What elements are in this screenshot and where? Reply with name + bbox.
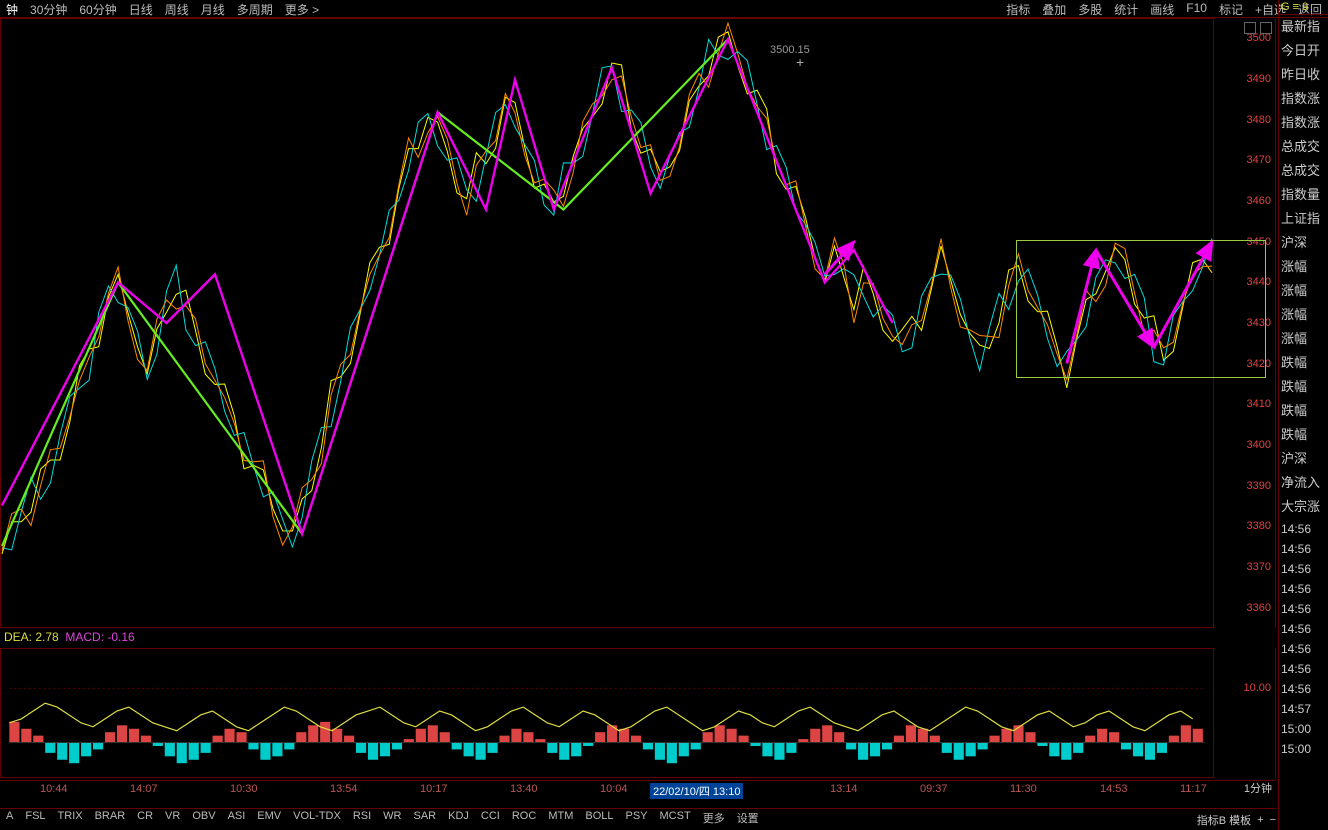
indicator-tab[interactable]: MTM (542, 809, 579, 828)
info-row: 指数量 (1279, 183, 1328, 207)
main-chart[interactable] (0, 18, 1214, 628)
right-panel: G ≡ 9 最新指今日开昨日收指数涨指数涨总成交总成交指数量上证指沪深涨幅涨幅涨… (1278, 0, 1328, 830)
x-tick: 13:54 (330, 783, 358, 795)
toolbar-button[interactable]: 画线 (1144, 0, 1180, 17)
indicator-tab[interactable]: RSI (347, 809, 377, 828)
time-row: 14:57 (1279, 699, 1328, 719)
toolbar-button[interactable]: 标记 (1213, 0, 1249, 17)
corner-timeframe: 1分钟 (1244, 780, 1272, 796)
indicator-tab[interactable]: BOLL (579, 809, 619, 828)
info-row: 净流入 (1279, 471, 1328, 495)
info-row: 最新指 (1279, 15, 1328, 39)
timeframe-tab[interactable]: 周线 (159, 0, 195, 17)
indicator-tab[interactable]: EMV (251, 809, 287, 828)
indicator-tab[interactable]: BRAR (89, 809, 132, 828)
timeframe-tab[interactable]: 30分钟 (24, 0, 73, 17)
time-row: 14:56 (1279, 659, 1328, 679)
timeframe-tab[interactable]: 月线 (195, 0, 231, 17)
x-tick: 11:30 (1010, 783, 1037, 795)
indicator-tab[interactable]: TRIX (52, 809, 89, 828)
macd-chart[interactable] (0, 648, 1214, 778)
time-row: 15:00 (1279, 739, 1328, 759)
info-row: 昨日收 (1279, 63, 1328, 87)
time-row: 14:56 (1279, 559, 1328, 579)
info-row: 大宗涨 (1279, 495, 1328, 519)
indicator-tab[interactable]: ASI (222, 809, 252, 828)
x-tick: 09:37 (920, 783, 948, 795)
indicator-tab[interactable]: SAR (408, 809, 443, 828)
x-tick: 13:14 (830, 783, 858, 795)
info-row: 指数涨 (1279, 87, 1328, 111)
indicator-tab[interactable]: CCI (475, 809, 506, 828)
info-row: 涨幅 (1279, 303, 1328, 327)
indicator-tab[interactable]: 设置 (731, 809, 765, 828)
x-tick: 10:44 (40, 783, 68, 795)
indicator-tab[interactable]: CR (131, 809, 159, 828)
indicator-tab[interactable]: VOL-TDX (287, 809, 347, 828)
info-row: 沪深 (1279, 231, 1328, 255)
macd-label: DEA: 2.78 MACD: -0.16 (4, 630, 135, 644)
info-row: 今日开 (1279, 39, 1328, 63)
info-row: 跌幅 (1279, 351, 1328, 375)
time-row: 14:56 (1279, 579, 1328, 599)
info-row: 涨幅 (1279, 279, 1328, 303)
info-row: 涨幅 (1279, 327, 1328, 351)
info-row: 总成交 (1279, 135, 1328, 159)
x-axis: 10:44 14:07 10:30 13:54 10:17 13:40 10:04 22/02… (0, 780, 1276, 800)
time-row: 14:56 (1279, 679, 1328, 699)
indicator-tab[interactable]: OBV (186, 809, 221, 828)
right-panel-header: G ≡ 9 (1279, 0, 1328, 15)
info-row: 跌幅 (1279, 423, 1328, 447)
indicator-tab[interactable]: MCST (654, 809, 697, 828)
indicator-template-label[interactable]: 指标B 模板 (1197, 812, 1251, 828)
bottom-controls: 指标B 模板 + − (1197, 810, 1276, 830)
info-row: 跌幅 (1279, 399, 1328, 423)
info-row: 总成交 (1279, 159, 1328, 183)
indicator-tab[interactable]: WR (377, 809, 407, 828)
time-row: 15:00 (1279, 719, 1328, 739)
x-tick: 13:40 (510, 783, 538, 795)
timeframe-tabs: 钟30分钟60分钟日线周线月线多周期更多 > (0, 0, 325, 17)
chart-mode-icons[interactable] (1244, 22, 1272, 34)
toolbar-button[interactable]: 指标 (1000, 0, 1036, 17)
info-row: 指数涨 (1279, 111, 1328, 135)
info-row: 上证指 (1279, 207, 1328, 231)
toolbar-button[interactable]: 多股 (1072, 0, 1108, 17)
toolbar-button[interactable]: 统计 (1108, 0, 1144, 17)
x-tick: 11:17 (1180, 783, 1207, 795)
time-row: 14:56 (1279, 639, 1328, 659)
minus-button[interactable]: − (1270, 814, 1276, 826)
x-tick: 10:30 (230, 783, 258, 795)
indicator-tab[interactable]: VR (159, 809, 186, 828)
timeframe-tab[interactable]: 60分钟 (73, 0, 122, 17)
time-row: 14:56 (1279, 519, 1328, 539)
macd-y-axis: 10.00 (1214, 648, 1276, 778)
x-tick: 22/02/10/四 13:10 (650, 783, 743, 799)
indicator-tab[interactable]: A (0, 809, 19, 828)
toolbar-button[interactable]: F10 (1180, 0, 1213, 17)
y-axis: 3500349034803470346034503440343034203410… (1214, 18, 1276, 628)
timeframe-tab[interactable]: 钟 (0, 0, 24, 17)
toolbar-button[interactable]: 叠加 (1036, 0, 1072, 17)
x-tick: 10:04 (600, 783, 628, 795)
indicator-bar: AFSLTRIXBRARCRVROBVASIEMVVOL-TDXRSIWRSAR… (0, 808, 1276, 828)
x-tick: 14:07 (130, 783, 158, 795)
indicator-tab[interactable]: FSL (19, 809, 51, 828)
plus-button[interactable]: + (1257, 814, 1263, 826)
info-row: 沪深 (1279, 447, 1328, 471)
indicator-tab[interactable]: PSY (620, 809, 654, 828)
x-tick: 10:17 (420, 783, 448, 795)
timeframe-tab[interactable]: 多周期 (231, 0, 279, 17)
info-row: 跌幅 (1279, 375, 1328, 399)
indicator-tab[interactable]: KDJ (442, 809, 475, 828)
time-row: 14:56 (1279, 599, 1328, 619)
info-row: 涨幅 (1279, 255, 1328, 279)
timeframe-tab[interactable]: 日线 (123, 0, 159, 17)
indicator-tab[interactable]: 更多 (697, 809, 731, 828)
indicator-tab[interactable]: ROC (506, 809, 542, 828)
time-row: 14:56 (1279, 539, 1328, 559)
time-row: 14:56 (1279, 619, 1328, 639)
x-tick: 14:53 (1100, 783, 1128, 795)
timeframe-tab[interactable]: 更多 > (279, 0, 325, 17)
